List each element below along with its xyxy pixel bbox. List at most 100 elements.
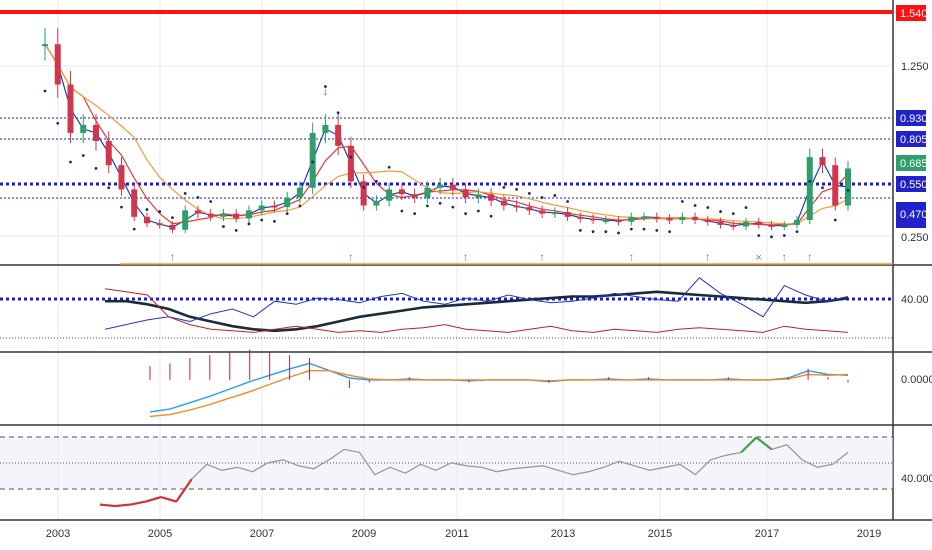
last-price-tag: 0.685 [900, 158, 928, 170]
candle-body [794, 220, 801, 225]
rsi-highlight-segment [99, 503, 116, 508]
signal-markers: ↑ ↑ ↑ ↑ ↑ ↑ ↑ ↑ ↓ × [169, 84, 812, 264]
psar-dot [336, 111, 340, 115]
psar-dot [770, 235, 773, 239]
rsi-highlight-segment [755, 436, 773, 451]
price-tick-250: 0.250 [901, 232, 929, 244]
moving-averages [44, 43, 849, 228]
psar-dot [642, 227, 646, 231]
arrow-up-icon: ↑ [781, 250, 787, 264]
rsi-highlight-segment [130, 500, 147, 506]
psar-dot [273, 219, 276, 223]
candle-body [194, 210, 201, 214]
psar-dot [324, 85, 327, 88]
psar-dot [107, 186, 111, 190]
x-tick-2009: 2009 [352, 528, 376, 540]
signal-line [149, 370, 849, 418]
psar-dot [464, 212, 468, 216]
pane-separators [0, 0, 932, 521]
ma-slow-line [44, 43, 849, 225]
psar-dot [706, 206, 710, 209]
grid-lines [0, 0, 893, 520]
candle-body [207, 213, 214, 217]
candle-body [143, 216, 150, 224]
x-tick-2019: 2019 [857, 528, 881, 540]
rsi-highlight-segment [740, 436, 758, 454]
candle-body [679, 216, 686, 221]
arrow-up-icon: ↑ [807, 250, 813, 264]
x-tick-2005: 2005 [148, 528, 172, 540]
ma-mid-line [44, 43, 849, 226]
x-tick-2015: 2015 [648, 528, 672, 540]
ma-fast-line [44, 43, 849, 228]
rsi-highlight-segment [160, 496, 177, 503]
candle-body [692, 216, 699, 221]
psar-dot [846, 188, 850, 192]
candle-body [730, 224, 737, 227]
candles [42, 27, 851, 234]
candle-body [806, 157, 813, 221]
di-plus-line [104, 277, 849, 330]
psar-dot [451, 205, 455, 209]
psar-dot [744, 206, 748, 209]
candle-body [373, 200, 380, 206]
psar-dot [222, 225, 225, 228]
arrow-up-icon: ↑ [463, 250, 469, 264]
psar-dot [69, 160, 72, 164]
psar-dot [680, 200, 684, 203]
psar-dot [808, 179, 812, 183]
candle-body [67, 84, 74, 133]
psar-dot [527, 192, 531, 195]
psar-dot [540, 196, 544, 199]
candle-body [577, 216, 584, 219]
candle-body [564, 211, 571, 217]
psar-dot [56, 121, 60, 125]
rsi-pane [0, 436, 893, 508]
macd-line [149, 362, 849, 413]
psar-dot [400, 209, 404, 213]
candle-body [819, 157, 826, 166]
di-minus-line [104, 288, 849, 333]
x-tick-2013: 2013 [551, 528, 575, 540]
candle-body [462, 189, 469, 198]
candle-body [513, 205, 520, 208]
price-tag-470-bg [896, 202, 926, 228]
candle-body [169, 224, 176, 230]
candle-body [475, 194, 482, 198]
rsi-axis-label: 40.0000 [901, 473, 932, 485]
psar-dot [413, 212, 417, 216]
candle-body [347, 145, 354, 182]
psar-dot [43, 89, 47, 93]
candle-body [488, 194, 495, 201]
psar-dot [629, 227, 633, 231]
psar-dot [247, 222, 251, 226]
candle-body [105, 141, 112, 166]
psar-dot [833, 218, 837, 222]
candle-body [743, 221, 750, 227]
candle-body [42, 44, 48, 47]
psar-dot [731, 212, 735, 216]
candle-body [245, 210, 252, 219]
candle-body [233, 213, 240, 219]
psar-dot [476, 209, 480, 213]
x-axis: 2003 2005 2007 2009 2011 2013 2015 2017 … [46, 528, 881, 540]
candle-body [398, 189, 405, 195]
candle-body [768, 224, 775, 227]
x-tick-2011: 2011 [445, 528, 469, 540]
x-tick-2003: 2003 [46, 528, 70, 540]
psar-dot [693, 204, 697, 207]
rsi-highlight-segment [145, 496, 162, 503]
psar-dot [425, 204, 429, 208]
price-tag-550: 0.550 [900, 179, 928, 191]
candle-body [832, 165, 839, 206]
x-icon: × [756, 252, 762, 264]
psar-dot [298, 204, 302, 208]
candle-body [296, 187, 303, 198]
candle-body [80, 124, 87, 133]
psar-dot [374, 179, 378, 183]
price-tag-805: 0.805 [900, 134, 928, 146]
candle-body [755, 221, 762, 225]
psar-dot [502, 185, 506, 189]
candle-body [284, 197, 291, 208]
